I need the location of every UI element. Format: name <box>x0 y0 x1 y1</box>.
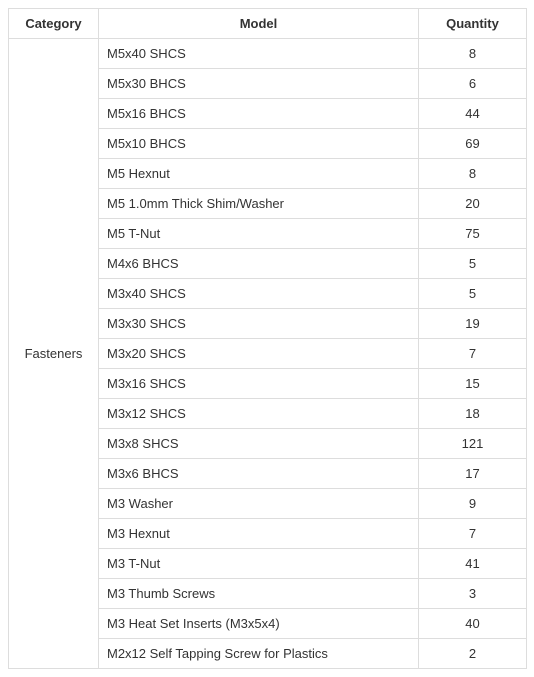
quantity-cell: 8 <box>419 39 527 69</box>
quantity-cell: 40 <box>419 609 527 639</box>
model-cell: M3x40 SHCS <box>99 279 419 309</box>
model-cell: M5 T-Nut <box>99 219 419 249</box>
category-cell: Fasteners <box>9 39 99 669</box>
fasteners-table: Category Model Quantity FastenersM5x40 S… <box>8 8 527 669</box>
quantity-cell: 17 <box>419 459 527 489</box>
model-cell: M3x30 SHCS <box>99 309 419 339</box>
quantity-cell: 7 <box>419 339 527 369</box>
model-cell: M3 Hexnut <box>99 519 419 549</box>
model-cell: M5 1.0mm Thick Shim/Washer <box>99 189 419 219</box>
model-cell: M3 Heat Set Inserts (M3x5x4) <box>99 609 419 639</box>
quantity-cell: 2 <box>419 639 527 669</box>
quantity-cell: 8 <box>419 159 527 189</box>
quantity-cell: 19 <box>419 309 527 339</box>
quantity-cell: 7 <box>419 519 527 549</box>
quantity-cell: 20 <box>419 189 527 219</box>
quantity-cell: 18 <box>419 399 527 429</box>
quantity-cell: 41 <box>419 549 527 579</box>
quantity-cell: 3 <box>419 579 527 609</box>
quantity-cell: 15 <box>419 369 527 399</box>
model-cell: M5x16 BHCS <box>99 99 419 129</box>
quantity-cell: 5 <box>419 249 527 279</box>
model-cell: M3 Washer <box>99 489 419 519</box>
quantity-cell: 5 <box>419 279 527 309</box>
quantity-cell: 6 <box>419 69 527 99</box>
model-cell: M3x8 SHCS <box>99 429 419 459</box>
model-cell: M3x12 SHCS <box>99 399 419 429</box>
model-cell: M4x6 BHCS <box>99 249 419 279</box>
quantity-cell: 75 <box>419 219 527 249</box>
model-cell: M2x12 Self Tapping Screw for Plastics <box>99 639 419 669</box>
col-header-category: Category <box>9 9 99 39</box>
table-header-row: Category Model Quantity <box>9 9 527 39</box>
table-row: FastenersM5x40 SHCS8 <box>9 39 527 69</box>
model-cell: M3x16 SHCS <box>99 369 419 399</box>
model-cell: M5x40 SHCS <box>99 39 419 69</box>
model-cell: M5x30 BHCS <box>99 69 419 99</box>
quantity-cell: 9 <box>419 489 527 519</box>
model-cell: M3x6 BHCS <box>99 459 419 489</box>
model-cell: M3 Thumb Screws <box>99 579 419 609</box>
model-cell: M3 T-Nut <box>99 549 419 579</box>
col-header-model: Model <box>99 9 419 39</box>
quantity-cell: 44 <box>419 99 527 129</box>
quantity-cell: 69 <box>419 129 527 159</box>
model-cell: M3x20 SHCS <box>99 339 419 369</box>
model-cell: M5x10 BHCS <box>99 129 419 159</box>
quantity-cell: 121 <box>419 429 527 459</box>
col-header-quantity: Quantity <box>419 9 527 39</box>
model-cell: M5 Hexnut <box>99 159 419 189</box>
